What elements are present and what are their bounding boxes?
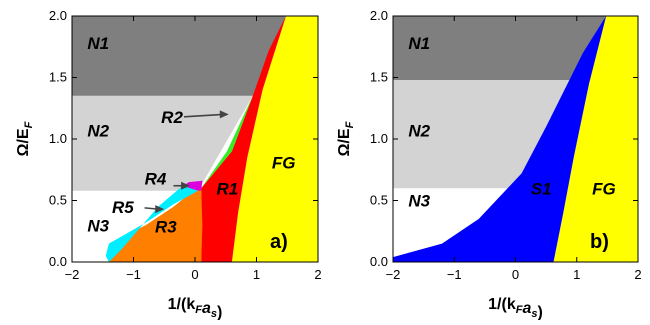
panel-tag: b) — [590, 231, 609, 253]
y-tick-label: 0.0 — [370, 254, 388, 269]
region-fg — [231, 16, 318, 262]
y-axis-title: Ω/EF — [15, 121, 35, 156]
arrow-head — [155, 205, 165, 214]
region-label-r2: R2 — [161, 108, 183, 127]
x-tick-label: 2 — [634, 267, 641, 282]
y-tick-label: 1.0 — [370, 131, 388, 146]
region-label-n1: N1 — [87, 34, 109, 53]
region-r5 — [105, 185, 199, 262]
region-fg — [553, 16, 638, 262]
region-label-fg: FG — [272, 154, 296, 173]
y-tick-label: 2.0 — [49, 8, 67, 23]
y-tick-label: 1.0 — [49, 131, 67, 146]
y-tick-label: 1.5 — [370, 70, 388, 85]
region-r3 — [108, 188, 203, 262]
panel-tag: a) — [270, 231, 288, 253]
y-tick-label: 0.5 — [370, 193, 388, 208]
panel-a: −2 −1 0 1 2 0.0 0.5 1.0 1.5 2.0 N1 N2 N3 R1 R2 R3 R4 R5 FG… — [15, 8, 322, 321]
region-label-n3: N3 — [87, 216, 109, 235]
region-label-r4: R4 — [145, 170, 167, 189]
x-tick-label: 0 — [191, 267, 198, 282]
y-axis-title: Ω/EF — [336, 121, 356, 156]
region-s1 — [393, 16, 607, 262]
x-tick-label: 2 — [314, 267, 321, 282]
y-tick-label: 0.5 — [49, 193, 67, 208]
region-n1 — [393, 16, 638, 80]
x-tick-label: −2 — [386, 267, 401, 282]
region-label-r5: R5 — [112, 198, 134, 217]
x-axis-title: 1/(kFas) — [488, 296, 543, 320]
x-tick-label: 1 — [253, 267, 260, 282]
region-label-n3: N3 — [408, 192, 430, 211]
region-label-r1: R1 — [217, 179, 239, 198]
region-n1 — [72, 16, 286, 96]
y-tick-label: 1.5 — [49, 70, 67, 85]
arrow-head — [219, 110, 229, 119]
region-label-n2: N2 — [408, 122, 430, 141]
x-tick-label: −1 — [447, 267, 462, 282]
x-tick-label: 1 — [573, 267, 580, 282]
region-label-n1: N1 — [408, 34, 430, 53]
region-label-s1: S1 — [531, 179, 552, 198]
region-r1 — [201, 16, 286, 262]
x-axis-title: 1/(kFas) — [168, 296, 223, 320]
region-n2 — [72, 95, 253, 191]
x-tick-label: −2 — [65, 267, 80, 282]
region-label-n2: N2 — [87, 122, 109, 141]
x-tick-label: 0 — [512, 267, 519, 282]
region-label-fg: FG — [592, 179, 616, 198]
panel-b: −2 −1 0 1 2 0.0 0.5 1.0 1.5 2.0 N1 N2 N3 S1 FG b) 1/(kFa… — [336, 8, 642, 321]
x-tick-label: −1 — [126, 267, 141, 282]
region-label-r3: R3 — [155, 217, 177, 236]
annotation-arrow — [183, 113, 223, 118]
y-tick-label: 2.0 — [370, 8, 388, 23]
y-tick-label: 0.0 — [49, 254, 67, 269]
arrow-head — [181, 181, 191, 190]
